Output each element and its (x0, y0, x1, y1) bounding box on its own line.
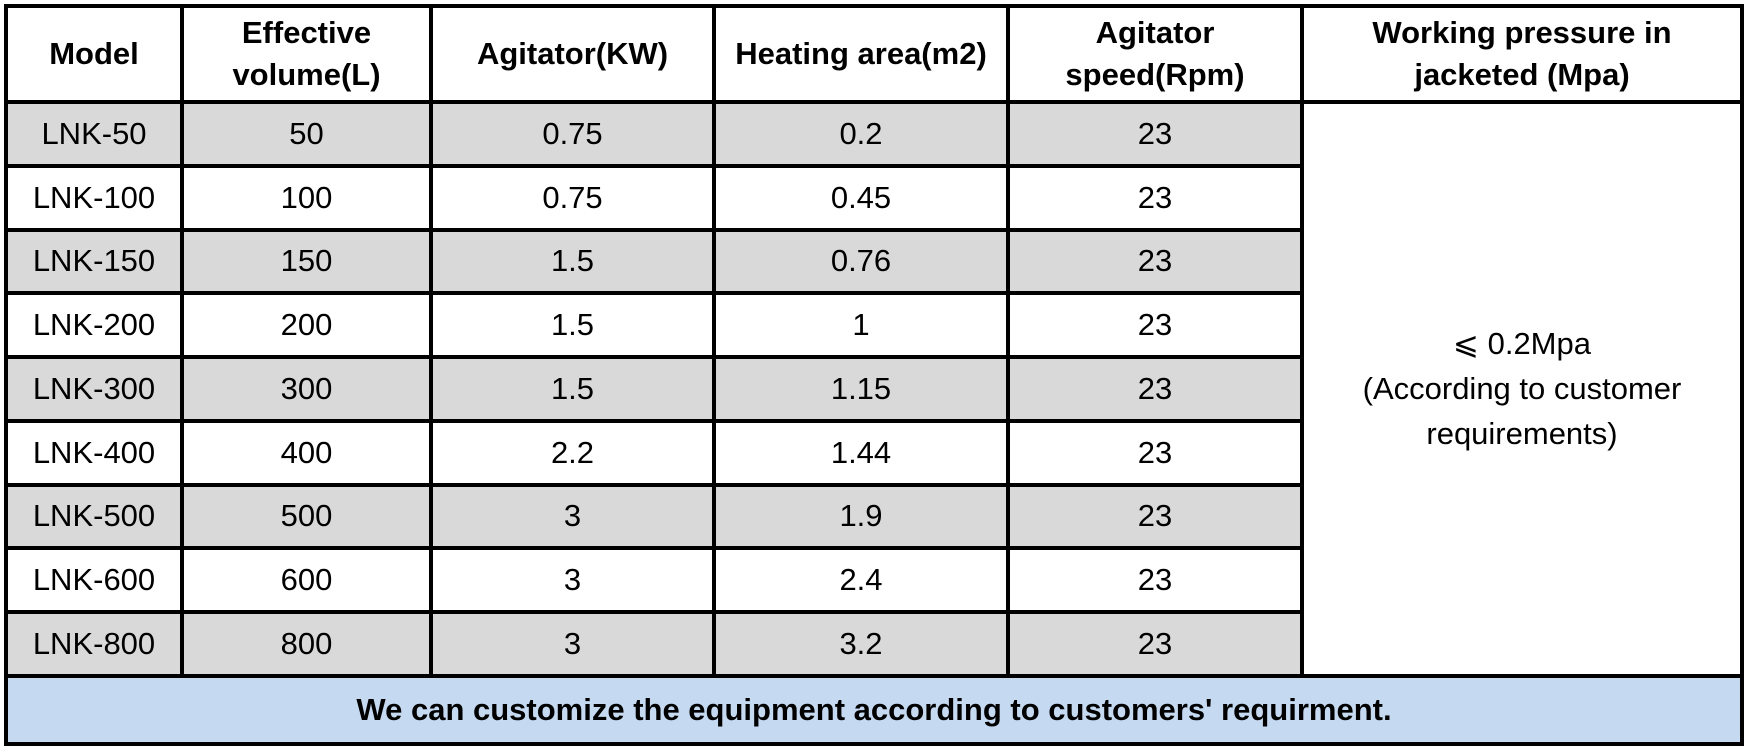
pressure-note-line2: (According to customer (1362, 371, 1682, 407)
speed-cell: 23 (1006, 610, 1304, 678)
header-volume: Effective volume(L) (180, 4, 433, 104)
speed-cell: 23 (1006, 418, 1304, 487)
heating-area-cell: 1.44 (712, 418, 1010, 487)
model-cell: LNK-50 (4, 100, 184, 168)
volume-cell: 100 (180, 163, 433, 232)
heating-area-cell: 1.9 (712, 482, 1010, 551)
header-speed-line2: speed(Rpm) (1065, 57, 1245, 92)
table-row: LNK-300 300 1.5 1.15 23 (4, 355, 1742, 423)
table-row: LNK-200 200 1.5 1 23 (4, 291, 1742, 360)
pressure-note-line3: requirements) (1426, 416, 1618, 452)
volume-cell: 800 (180, 610, 433, 678)
volume-cell: 150 (180, 227, 433, 296)
agitator-kw-cell: 0.75 (429, 163, 716, 232)
volume-cell: 600 (180, 546, 433, 615)
speed-cell: 23 (1006, 100, 1304, 168)
spec-table: Model Effective volume(L) Agitator(KW) He… (4, 4, 1744, 747)
volume-cell: 50 (180, 100, 433, 168)
heating-area-cell: 0.45 (712, 163, 1010, 232)
agitator-kw-cell: 1.5 (429, 227, 716, 296)
footer-row: We can customize the equipment according… (4, 673, 1744, 747)
model-cell: LNK-100 (4, 163, 184, 232)
volume-cell: 300 (180, 355, 433, 423)
model-cell: LNK-600 (4, 546, 184, 615)
table-row: LNK-50 50 0.75 0.2 23 ⩽ 0.2Mpa (Accordin… (4, 100, 1744, 678)
table-row: LNK-100 100 0.75 0.45 23 (4, 163, 1742, 232)
table-row: LNK-400 400 2.2 1.44 23 (4, 418, 1742, 487)
header-speed-line1: Agitator (1095, 15, 1215, 50)
model-cell: LNK-500 (4, 482, 184, 551)
header-row: Model Effective volume(L) Agitator(KW) He… (4, 4, 1744, 104)
speed-cell: 23 (1006, 163, 1304, 232)
heating-area-cell: 0.2 (712, 100, 1010, 168)
header-model-label: Model (49, 36, 139, 71)
header-agitator-kw: Agitator(KW) (429, 4, 716, 104)
header-volume-line1: Effective (241, 15, 372, 50)
speed-cell: 23 (1006, 482, 1304, 551)
model-cell: LNK-150 (4, 227, 184, 296)
heating-area-cell: 1.15 (712, 355, 1010, 423)
pressure-note-line1: ⩽ 0.2Mpa (1453, 326, 1591, 362)
model-cell: LNK-200 (4, 291, 184, 360)
header-speed: Agitator speed(Rpm) (1006, 4, 1304, 104)
volume-cell: 400 (180, 418, 433, 487)
heating-area-cell: 3.2 (712, 610, 1010, 678)
header-pressure-line1: Working pressure in (1372, 15, 1672, 50)
speed-cell: 23 (1006, 291, 1304, 360)
agitator-kw-cell: 3 (429, 546, 716, 615)
header-volume-line2: volume(L) (232, 57, 381, 92)
header-heating-area: Heating area(m2) (712, 4, 1010, 104)
agitator-kw-cell: 1.5 (429, 291, 716, 360)
agitator-kw-cell: 3 (429, 482, 716, 551)
table-row: LNK-150 150 1.5 0.76 23 (4, 227, 1742, 296)
volume-cell: 200 (180, 291, 433, 360)
volume-cell: 500 (180, 482, 433, 551)
model-cell: LNK-300 (4, 355, 184, 423)
model-cell: LNK-400 (4, 418, 184, 487)
speed-cell: 23 (1006, 546, 1304, 615)
agitator-kw-cell: 2.2 (429, 418, 716, 487)
header-heating-area-label: Heating area(m2) (735, 36, 987, 71)
header-pressure-line2: jacketed (Mpa) (1414, 57, 1630, 92)
heating-area-cell: 2.4 (712, 546, 1010, 615)
heating-area-cell: 1 (712, 291, 1010, 360)
header-agitator-kw-label: Agitator(KW) (476, 36, 669, 71)
heating-area-cell: 0.76 (712, 227, 1010, 296)
header-model: Model (4, 4, 184, 104)
pressure-note-cell: ⩽ 0.2Mpa (According to customer requirem… (1300, 100, 1744, 678)
agitator-kw-cell: 1.5 (429, 355, 716, 423)
table-row: LNK-600 600 3 2.4 23 (4, 546, 1742, 615)
model-cell: LNK-800 (4, 610, 184, 678)
table-row: LNK-500 500 3 1.9 23 (4, 482, 1742, 551)
agitator-kw-cell: 3 (429, 610, 716, 678)
table-row: LNK-800 800 3 3.2 23 (4, 610, 1742, 678)
speed-cell: 23 (1006, 355, 1304, 423)
header-pressure: Working pressure in jacketed (Mpa) (1300, 4, 1744, 104)
agitator-kw-cell: 0.75 (429, 100, 716, 168)
customization-note: We can customize the equipment according… (4, 673, 1744, 747)
speed-cell: 23 (1006, 227, 1304, 296)
